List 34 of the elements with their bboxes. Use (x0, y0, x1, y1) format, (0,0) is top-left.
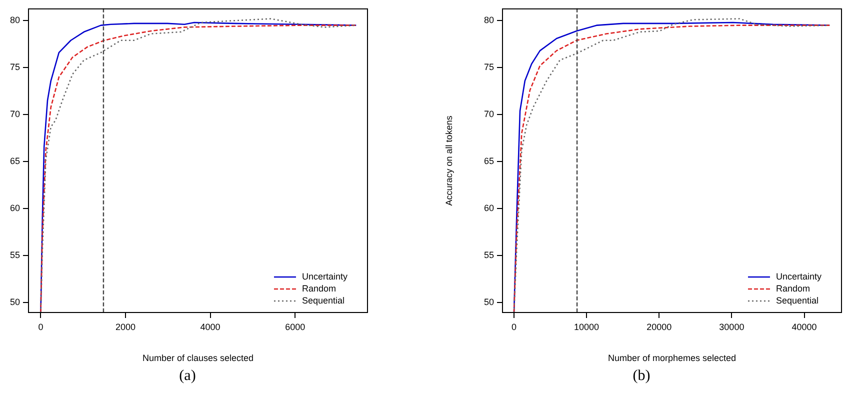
y-tick-label: 70 (10, 109, 20, 120)
x-tick-label: 0 (38, 322, 44, 332)
x-tick-label: 6000 (285, 322, 306, 332)
y-tick-label: 60 (10, 203, 20, 214)
legend-label: Uncertainty (302, 271, 348, 282)
legend-label: Random (776, 283, 810, 294)
x-tick-label: 30000 (719, 322, 744, 332)
y-tick-label: 70 (484, 109, 494, 120)
legend-label: Sequential (302, 295, 345, 306)
y-tick-label: 80 (484, 15, 494, 26)
x-tick-label: 0 (511, 322, 516, 332)
x-axis-title: Number of clauses selected (142, 353, 254, 364)
x-tick-label: 4000 (200, 322, 220, 332)
y-tick-label: 80 (10, 15, 20, 26)
legend-label: Sequential (776, 295, 819, 306)
x-tick-label: 40000 (792, 322, 817, 332)
y-tick-label: 55 (10, 250, 20, 260)
y-tick-label: 75 (484, 62, 494, 72)
y-tick-label: 60 (484, 203, 494, 214)
y-axis-title: Accuracy on all tokens (444, 115, 454, 206)
text: (a) (178, 368, 197, 385)
x-tick-label: 20000 (646, 322, 672, 332)
y-tick-label: 65 (10, 156, 20, 166)
y-tick-label: 65 (484, 156, 494, 166)
y-tick-label: 55 (484, 250, 494, 260)
y-tick-label: 50 (484, 297, 494, 308)
x-tick-label: 10000 (574, 322, 600, 332)
text: (b) (632, 368, 652, 385)
y-tick-label: 50 (10, 297, 20, 308)
legend-label: Uncertainty (776, 271, 822, 282)
x-axis-title: Number of morphemes selected (608, 353, 736, 364)
y-tick-label: 75 (10, 62, 20, 72)
x-tick-label: 2000 (115, 322, 136, 332)
legend-label: Random (302, 283, 336, 294)
